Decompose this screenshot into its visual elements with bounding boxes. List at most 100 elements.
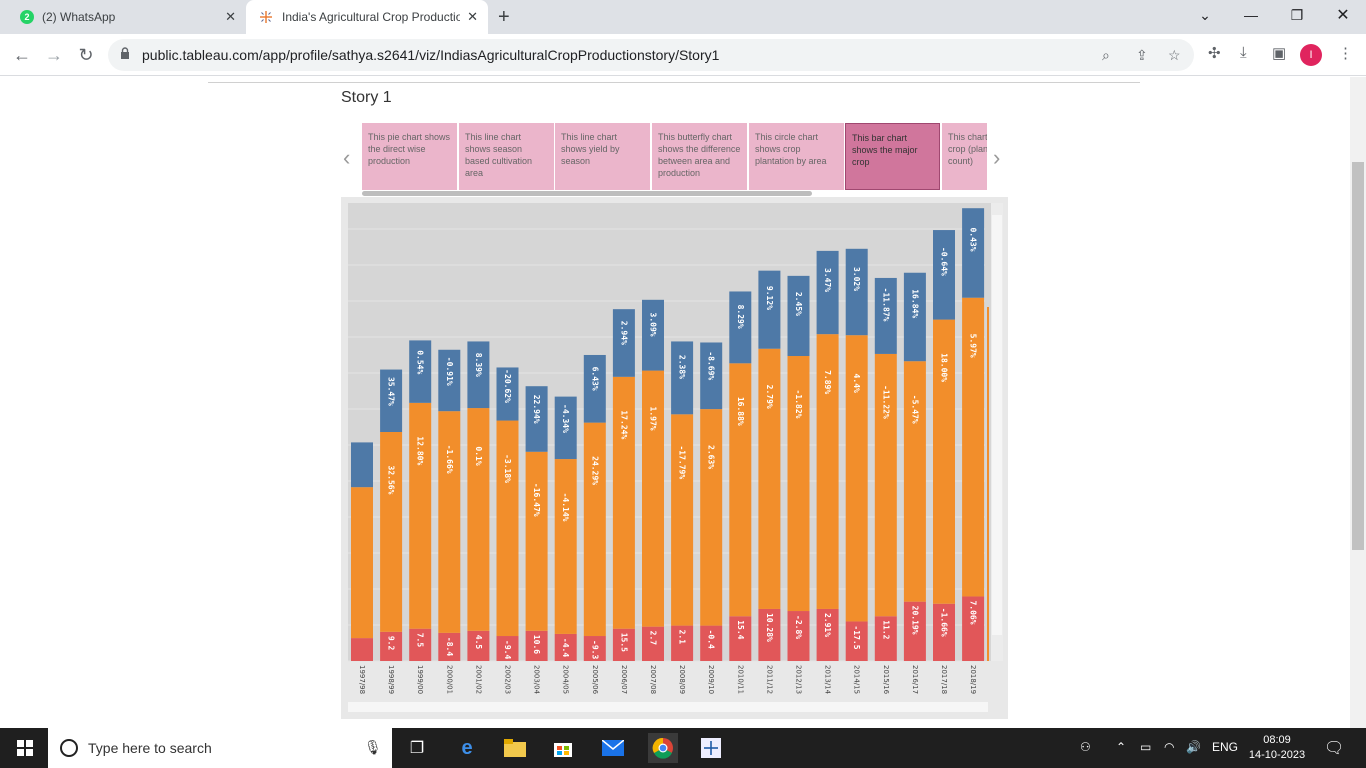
bar-segment[interactable] [583,422,606,637]
story-point-3[interactable]: This line chart shows yield by season [555,123,650,190]
bar-segment[interactable] [496,636,519,661]
bar-segment[interactable] [671,341,694,415]
bar-segment[interactable] [671,414,694,626]
bar-segment[interactable] [438,632,461,661]
bar-segment[interactable] [583,636,606,661]
bar-segment[interactable] [758,608,781,661]
bar-segment[interactable] [962,208,985,298]
bar-segment[interactable] [874,353,897,617]
bar-segment[interactable] [874,277,897,354]
clock[interactable]: 08:09 14-10-2023 [1246,733,1308,763]
page-scrollbar-thumb[interactable] [1352,162,1364,550]
bar-segment[interactable] [496,367,519,421]
bar-segment[interactable] [903,272,926,362]
bar-segment[interactable] [467,630,490,661]
edge-icon[interactable]: e [461,736,473,759]
forward-button[interactable]: → [45,45,63,65]
bar-segment[interactable] [467,408,490,631]
new-tab-button[interactable]: + [498,6,510,28]
tab-tableau[interactable]: India's Agricultural Crop Production ✕ [246,0,488,34]
bar-segment[interactable] [933,230,955,320]
mail-icon[interactable] [600,736,626,760]
bar-segment[interactable] [787,356,810,612]
language-indicator[interactable]: ENG [1212,740,1239,754]
bar-segment[interactable] [787,611,810,661]
story-point-6[interactable]: This bar chart shows the major crop [845,123,940,190]
story-point-2[interactable]: This line chart shows season based culti… [459,123,554,190]
bar-segment[interactable] [729,363,752,617]
bar-segment[interactable] [351,487,373,639]
bar-segment[interactable] [525,451,548,631]
bar-segment[interactable] [903,601,926,661]
bookmark-star-icon[interactable]: ☆ [1168,47,1181,63]
bar-segment[interactable] [554,459,577,634]
menu-icon[interactable]: ⋮ [1338,45,1353,62]
previous-point-icon[interactable]: ‹ [343,145,351,170]
store-icon[interactable] [550,736,576,760]
bar-segment[interactable] [496,420,519,637]
bar-segment[interactable] [351,442,373,488]
tab-whatsapp[interactable]: 2 (2) WhatsApp ✕ [8,0,246,34]
bar-segment[interactable] [612,376,635,629]
bar-segment[interactable] [700,625,723,661]
bar-segment[interactable] [933,319,955,604]
bar-segment[interactable] [700,409,723,626]
close-window-button[interactable]: ✕ [1336,7,1350,24]
task-view-icon[interactable]: ❐ [409,740,425,757]
minimize-button[interactable]: — [1244,7,1258,23]
bar-segment[interactable] [438,411,461,633]
bar-segment[interactable] [962,297,985,597]
battery-icon[interactable]: ▭ [1140,740,1152,754]
file-explorer-icon[interactable] [502,736,528,760]
back-button[interactable]: ← [13,45,31,65]
reload-button[interactable]: ↻ [78,45,94,65]
tab-search-icon[interactable]: ⌄ [1199,6,1211,23]
chart-horizontal-scrollbar[interactable] [348,702,988,712]
bar-segment[interactable] [583,354,606,423]
chart-vertical-thumb[interactable] [992,215,1002,635]
bar-segment[interactable] [787,275,810,357]
next-point-icon[interactable]: › [993,145,1001,170]
story-point-7[interactable]: This chart shows the crop (plantation co… [942,123,987,190]
story-point-1[interactable]: This pie chart shows the direct wise pro… [362,123,457,190]
bar-segment[interactable] [642,626,664,661]
bar-segment[interactable] [467,341,490,409]
bar-segment[interactable] [380,631,403,661]
bar-segment[interactable] [525,386,548,452]
bar-segment[interactable] [671,625,694,661]
bar-segment[interactable] [816,334,839,609]
bar-segment[interactable] [903,361,926,602]
taskbar-search-box[interactable]: Type here to search 🎙 [48,728,392,768]
bar-segment[interactable] [933,603,955,661]
bar-segment[interactable] [758,348,781,609]
bar-segment[interactable] [351,638,373,661]
chevron-up-icon[interactable]: ⌃ [1116,740,1127,754]
bar-segment[interactable] [816,608,839,661]
bar-segment[interactable] [554,633,577,661]
bar-segment[interactable] [380,369,403,432]
bar-segment[interactable] [612,309,635,377]
story-point-4[interactable]: This butterfly chart shows the differenc… [652,123,747,190]
side-panel-icon[interactable]: ▣ [1272,45,1287,62]
bar-segment[interactable] [816,250,839,335]
bar-segment[interactable] [962,596,985,661]
story-point-5[interactable]: This circle chart shows crop plantation … [749,123,844,190]
extensions-icon[interactable]: ✣ [1208,45,1221,62]
close-icon[interactable]: ✕ [467,9,478,24]
bar-segment[interactable] [554,396,577,460]
zoom-icon[interactable]: ⌕ [1102,47,1110,63]
profile-avatar[interactable]: I [1300,44,1322,66]
bar-segment[interactable] [380,432,403,632]
bar-segment[interactable] [642,299,664,371]
notification-icon[interactable]: 🗨 [1324,740,1345,757]
bar-segment[interactable] [845,335,868,622]
restore-button[interactable]: ❐ [1290,6,1304,23]
bar-segment[interactable] [845,621,868,661]
bar-segment[interactable] [874,616,897,661]
address-bar[interactable]: public.tableau.com/app/profile/sathya.s2… [108,39,1194,71]
share-icon[interactable]: ⇪ [1136,47,1148,63]
story-points-scrollbar[interactable] [362,191,812,196]
bar-segment[interactable] [612,628,635,661]
close-icon[interactable]: ✕ [225,9,236,24]
tableau-app-icon[interactable] [698,736,724,760]
